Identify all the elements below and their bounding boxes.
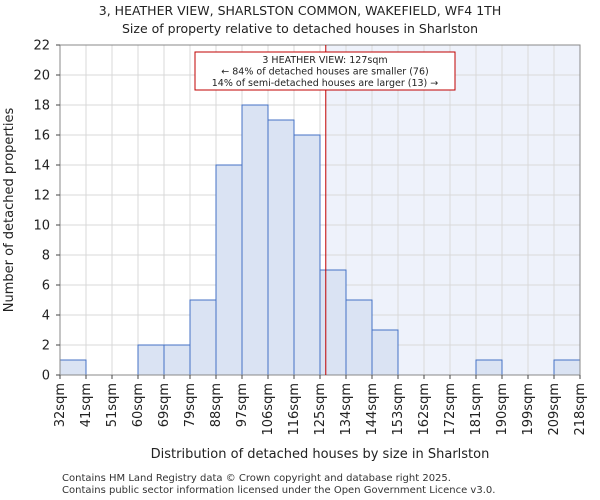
x-tick-label: 209sqm (547, 383, 562, 436)
y-tick-label: 14 (33, 159, 50, 174)
y-tick-label: 0 (42, 369, 50, 384)
annotation-line2: ← 84% of detached houses are smaller (76… (221, 67, 428, 78)
annotation-line3: 14% of semi-detached houses are larger (… (212, 78, 439, 89)
histogram-bar (215, 164, 243, 376)
x-tick-label: 32sqm (53, 383, 68, 427)
chart-title: 3, HEATHER VIEW, SHARLSTON COMMON, WAKEF… (98, 3, 502, 18)
y-tick-label: 22 (33, 39, 50, 54)
histogram-bar (371, 329, 399, 376)
histogram-bar (293, 134, 321, 376)
histogram-bar (475, 359, 503, 376)
x-tick-label: 218sqm (573, 383, 588, 436)
y-tick-label: 4 (42, 309, 50, 324)
x-tick-label: 79sqm (183, 383, 198, 427)
footer-copyright: Contains HM Land Registry data © Crown c… (62, 473, 451, 484)
x-tick-label: 134sqm (339, 383, 354, 436)
y-axis-label: Number of detached properties (2, 108, 17, 313)
chart-subtitle: Size of property relative to detached ho… (121, 21, 479, 36)
histogram-bar (345, 299, 373, 376)
x-tick-label: 144sqm (365, 383, 380, 436)
y-tick-label: 6 (42, 279, 50, 294)
histogram-bar (553, 359, 581, 376)
x-tick-label: 88sqm (209, 383, 224, 427)
y-tick-label: 16 (33, 129, 50, 144)
x-tick-label: 162sqm (417, 383, 432, 436)
annotation-line1: 3 HEATHER VIEW: 127sqm (262, 55, 387, 66)
y-tick-label: 10 (33, 219, 50, 234)
x-tick-label: 172sqm (443, 383, 458, 436)
y-tick-label: 2 (42, 339, 50, 354)
footer-licence: Contains public sector information licen… (62, 485, 496, 496)
histogram-bar (163, 344, 191, 376)
histogram-bar (137, 344, 165, 376)
x-tick-label: 181sqm (469, 383, 484, 436)
histogram-bar (267, 119, 295, 376)
histogram-bar (189, 299, 217, 376)
y-tick-label: 12 (33, 189, 50, 204)
x-tick-label: 125sqm (313, 383, 328, 436)
histogram-bar (59, 359, 87, 376)
x-tick-label: 41sqm (79, 383, 94, 427)
x-tick-label: 153sqm (391, 383, 406, 436)
x-tick-label: 199sqm (521, 383, 536, 436)
x-tick-label: 116sqm (287, 383, 302, 436)
y-tick-label: 20 (33, 69, 50, 84)
x-tick-label: 69sqm (157, 383, 172, 427)
x-tick-label: 106sqm (261, 383, 276, 436)
annotation-box (194, 51, 456, 91)
y-tick-label: 18 (33, 99, 50, 114)
y-tick-label: 8 (42, 249, 50, 264)
histogram-bar (241, 104, 269, 376)
x-tick-label: 190sqm (495, 383, 510, 436)
x-axis-label: Distribution of detached houses by size … (151, 447, 490, 462)
histogram-bar (319, 269, 347, 376)
x-tick-label: 97sqm (235, 383, 250, 427)
x-tick-label: 60sqm (131, 383, 146, 427)
x-tick-label: 51sqm (105, 383, 120, 427)
